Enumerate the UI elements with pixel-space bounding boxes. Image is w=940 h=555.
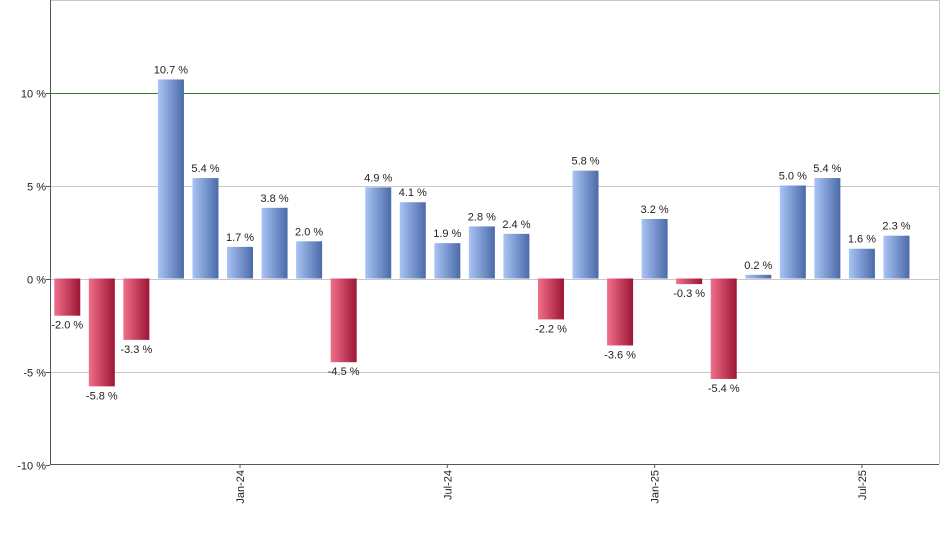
bar <box>848 248 875 279</box>
bar <box>192 178 219 279</box>
data-label: 2.3 % <box>882 221 910 233</box>
x-tick-label: Jan-24 <box>235 470 247 504</box>
y-tick-label: 5 % <box>27 182 46 194</box>
y-axis-ticks: -10 % -5 % 0 % 5 % 10 % <box>17 89 50 473</box>
data-label: 2.8 % <box>468 211 496 223</box>
bar <box>54 278 81 316</box>
bar <box>365 187 392 279</box>
data-label: 5.4 % <box>813 163 841 175</box>
bar <box>468 226 495 279</box>
bar <box>330 278 357 363</box>
data-label: 2.0 % <box>295 226 323 238</box>
data-label: 4.9 % <box>364 172 392 184</box>
bar <box>123 278 150 340</box>
data-label: 1.7 % <box>226 232 254 244</box>
bar <box>157 79 184 279</box>
data-label: 4.1 % <box>399 187 427 199</box>
bar <box>676 278 703 285</box>
bar <box>261 207 288 279</box>
data-label: 5.8 % <box>571 156 599 168</box>
data-label: -4.5 % <box>328 366 360 378</box>
bar <box>607 278 634 346</box>
bar <box>641 218 668 279</box>
bar <box>503 233 530 279</box>
data-label: -3.6 % <box>604 349 636 361</box>
bar <box>88 278 115 387</box>
data-label: 1.9 % <box>433 228 461 240</box>
data-label: -3.3 % <box>120 344 152 356</box>
bar <box>434 243 461 279</box>
data-label: -5.8 % <box>86 390 118 402</box>
bar <box>814 178 841 279</box>
data-label: -5.4 % <box>708 383 740 395</box>
data-label: 3.2 % <box>641 204 669 216</box>
x-tick-label: Jul-25 <box>857 470 869 500</box>
data-label: 0.2 % <box>744 260 772 272</box>
x-tick-label: Jul-24 <box>442 470 454 500</box>
bar <box>745 274 772 279</box>
data-label: 2.4 % <box>502 219 530 231</box>
data-label: 1.6 % <box>848 234 876 246</box>
bar <box>779 185 806 279</box>
data-labels: -2.0 % -5.8 % -3.3 % 10.7 % 5.4 % 1.7 % 3.8 % 2… <box>51 64 910 402</box>
x-axis-ticks: Jan-24 Jul-24 Jan-25 Jul-25 <box>235 464 869 504</box>
data-label: 3.8 % <box>261 193 289 205</box>
bar <box>572 170 599 279</box>
data-label: 5.0 % <box>779 171 807 183</box>
data-label: -2.2 % <box>535 323 567 335</box>
bar <box>537 278 564 320</box>
bar <box>883 235 910 279</box>
y-tick-label: 10 % <box>21 89 46 101</box>
bar <box>227 246 254 279</box>
data-label: 10.7 % <box>154 64 188 76</box>
data-label: -0.3 % <box>673 288 705 300</box>
y-tick-label: 0 % <box>27 275 46 287</box>
x-tick-label: Jan-25 <box>650 470 662 504</box>
data-label: 5.4 % <box>191 163 219 175</box>
bar <box>710 278 737 379</box>
data-label: -2.0 % <box>51 320 83 332</box>
bars <box>54 79 910 387</box>
y-tick-label: -5 % <box>23 368 46 380</box>
y-tick-label: -10 % <box>17 461 46 473</box>
bar <box>296 241 323 279</box>
bar <box>399 202 426 279</box>
